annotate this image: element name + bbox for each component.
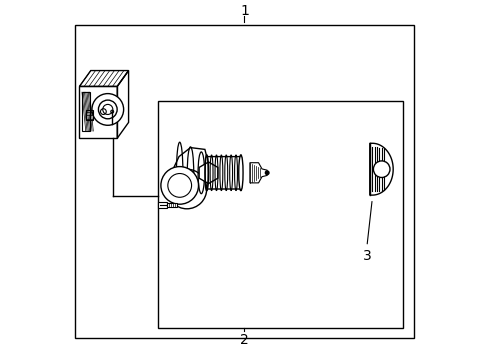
Circle shape [265,171,268,175]
Polygon shape [369,143,392,195]
Bar [167,203,177,207]
Polygon shape [199,162,218,184]
Text: 2: 2 [240,333,248,347]
Circle shape [167,169,206,209]
Bar [85,110,93,120]
Bar [158,202,167,208]
Bar [82,92,89,131]
Circle shape [161,167,198,204]
Ellipse shape [238,155,243,191]
Bar [75,25,413,338]
Polygon shape [170,148,241,198]
Text: 1: 1 [240,4,248,18]
Polygon shape [249,163,266,183]
Bar [158,101,402,328]
Circle shape [92,94,123,125]
Circle shape [373,161,389,177]
Text: 3: 3 [362,249,370,262]
